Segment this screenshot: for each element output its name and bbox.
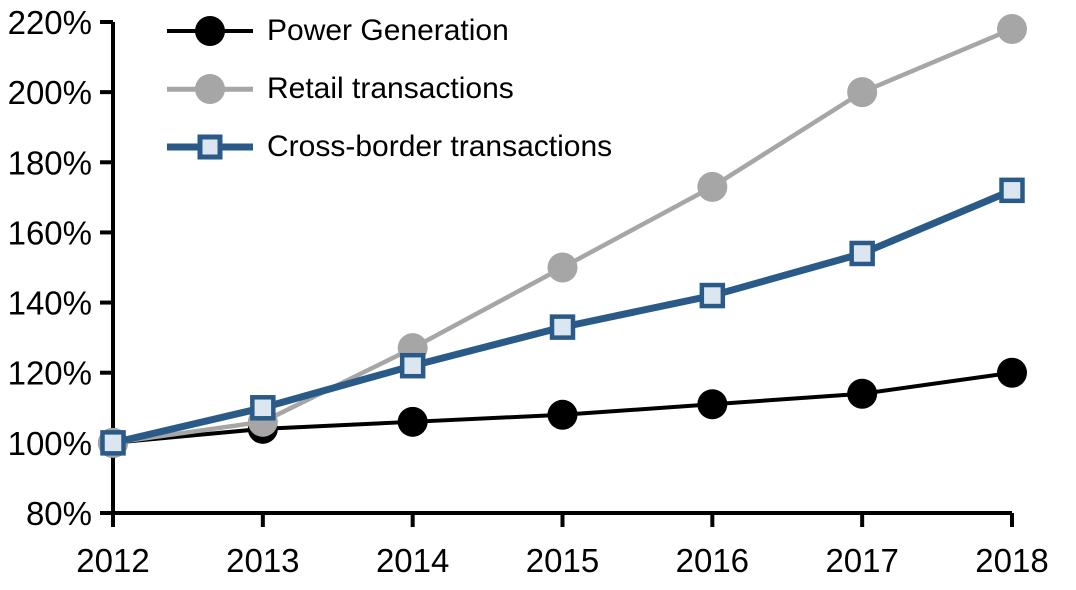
data-point-marker-cross-border-transactions (849, 240, 875, 267)
data-point-marker-power-generation (997, 357, 1027, 388)
y-axis-tick-label: 80% (26, 495, 92, 532)
data-point-marker-retail-transactions (997, 14, 1027, 45)
y-axis-tick-label: 160% (8, 214, 92, 251)
x-axis-tick-label: 2018 (975, 542, 1048, 579)
series-power-generation (98, 357, 1027, 458)
data-point-marker-retail-transactions (547, 252, 578, 283)
y-axis-tick-label: 180% (8, 144, 92, 181)
data-point-marker-cross-border-transactions (999, 177, 1025, 204)
data-point-marker-power-generation (397, 406, 428, 437)
legend-sample-cross-border-transactions (167, 130, 253, 164)
x-axis-tick-label: 2012 (76, 542, 149, 579)
x-axis-tick-label: 2016 (676, 542, 749, 579)
data-point-marker-cross-border-transactions (100, 430, 126, 456)
y-axis-tick-label: 120% (8, 355, 92, 392)
black-circle-marker-icon (195, 16, 225, 46)
y-axis-tick-label: 100% (8, 425, 92, 462)
y-axis-tick-label: 140% (8, 285, 92, 322)
data-point-marker-retail-transactions (847, 77, 878, 108)
blue-square-marker-icon (197, 134, 223, 160)
data-point-marker-cross-border-transactions (250, 395, 276, 421)
data-point-marker-power-generation (697, 389, 728, 420)
x-axis-tick-label: 2017 (825, 542, 898, 579)
y-axis-tick-label: 200% (8, 74, 92, 111)
y-axis-tick-label: 220% (8, 4, 92, 41)
gray-circle-marker-icon (195, 74, 225, 104)
legend-sample-power-generation (167, 14, 253, 48)
data-point-marker-cross-border-transactions (699, 282, 726, 309)
data-point-marker-power-generation (547, 399, 578, 430)
legend-label-power-generation: Power Generation (267, 14, 509, 47)
data-point-marker-cross-border-transactions (399, 352, 426, 379)
chart-legend: Power Generation Retail transactions Cro… (167, 2, 612, 176)
legend-label-retail-transactions: Retail transactions (267, 72, 514, 105)
data-point-marker-retail-transactions (697, 171, 728, 202)
series-cross-border-transactions (100, 177, 1025, 456)
data-point-marker-cross-border-transactions (549, 314, 576, 340)
x-axis-tick-label: 2013 (226, 542, 299, 579)
legend-item-power-generation: Power Generation (167, 2, 612, 60)
legend-label-cross-border-transactions: Cross-border transactions (267, 130, 613, 163)
x-axis-tick-label: 2014 (376, 542, 449, 579)
data-point-marker-power-generation (847, 378, 878, 409)
legend-item-cross-border-transactions: Cross-border transactions (167, 118, 612, 176)
x-axis-tick-label: 2015 (526, 542, 599, 579)
legend-item-retail-transactions: Retail transactions (167, 60, 612, 118)
legend-sample-retail-transactions (167, 72, 253, 106)
